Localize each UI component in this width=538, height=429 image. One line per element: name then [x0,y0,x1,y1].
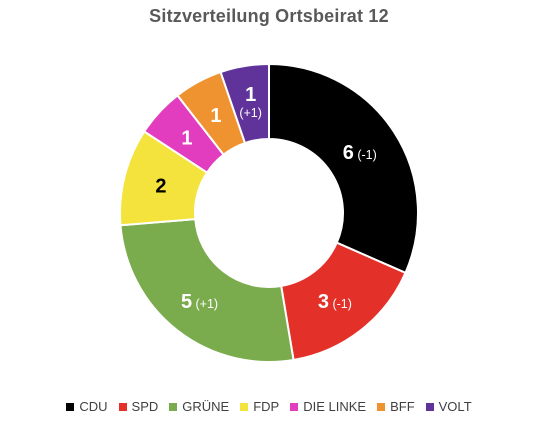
legend-label: CDU [79,399,108,414]
data-label-change: (-1) [357,148,376,162]
data-label-change: (+1) [196,297,219,311]
legend-item-spd: SPD [118,399,159,414]
data-label-value: 5 [181,291,192,313]
legend-swatch [377,402,386,411]
legend-swatch [425,402,434,411]
data-label-bff: 1 [210,105,221,127]
legend-label: GRÜNE [182,399,230,414]
legend-item-cdu: CDU [66,399,108,414]
data-label-value: 1 [181,127,192,149]
data-label-change: (-1) [332,297,351,311]
data-label-value: 1 [210,105,221,127]
data-label-value: 6 [343,142,354,164]
data-label-spd: 3 (-1) [318,291,352,313]
data-label-grüne: 5 (+1) [181,291,218,313]
legend-item-bff: BFF [377,399,415,414]
data-label-change: (+1) [239,106,262,120]
legend-label: VOLT [438,399,472,414]
slice-volt [219,62,270,145]
data-label-cdu: 6 (-1) [343,142,377,164]
legend-item-grüne: GRÜNE [169,399,229,414]
data-label-value: 2 [155,176,166,198]
legend-item-volt: VOLT [425,399,472,414]
legend-swatch [290,402,299,411]
chart-title: Sitzverteilung Ortsbeirat 12 [149,6,389,26]
data-label-value: 1 [245,84,256,106]
legend-swatch [66,402,75,411]
legend-item-die-linke: DIE LINKE [290,399,366,414]
chart-legend: CDU SPD GRÜNE FDP DIE LINKE BFF VOLT [0,399,538,414]
legend-label: SPD [131,399,159,414]
legend-label: FDP [253,399,280,414]
slice-grüne [119,218,295,363]
data-label-value: 3 [318,291,329,313]
legend-swatch [240,402,249,411]
legend-label: DIE LINKE [303,399,367,414]
legend-swatch [118,402,127,411]
data-label-fdp: 2 [155,176,166,198]
slice-cdu [268,62,419,275]
data-label-volt: 1(+1) [239,84,262,120]
legend-item-fdp: FDP [240,399,279,414]
legend-label: BFF [390,399,415,414]
legend-swatch [169,402,178,411]
data-label-die-linke: 1 [181,127,192,149]
